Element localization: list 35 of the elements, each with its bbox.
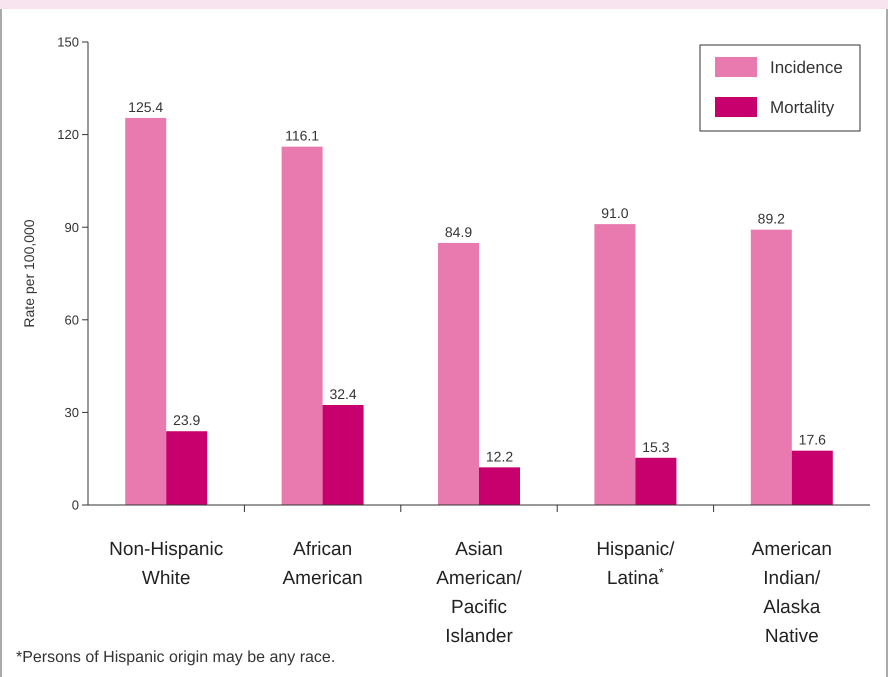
bar: [792, 450, 833, 505]
bar: [594, 224, 636, 505]
bar: [166, 431, 208, 505]
x-tick-label: Hispanic/ Latina$^{*}$: [596, 539, 676, 589]
bar: [322, 404, 364, 505]
x-tick-label: Non-Hispanic White: [109, 539, 224, 589]
data-label: 84.9: [444, 224, 472, 240]
x-tick-label: American Indian/ Alaska Native: [752, 539, 832, 647]
y-tick-label: 90: [64, 220, 79, 235]
x-tick-label: African American: [282, 539, 363, 589]
data-label: 116.1: [285, 128, 320, 144]
data-label: 15.3: [642, 438, 670, 455]
bar: [750, 230, 792, 505]
bar: [479, 467, 520, 505]
y-tick-label: 0: [72, 498, 79, 513]
data-label: 12.2: [486, 448, 514, 464]
bar: [438, 242, 479, 505]
x-tick-label: Asian American/ Pacific Islander: [436, 539, 522, 647]
data-label: 91.0: [601, 205, 629, 222]
data-label: 125.4: [128, 98, 164, 115]
data-label: 32.4: [329, 386, 357, 402]
y-tick-label: 30: [64, 404, 79, 420]
legend-label: Mortality: [770, 98, 835, 117]
legend-label: Incidence: [770, 58, 843, 77]
y-tick-label: 150: [57, 34, 79, 50]
bar: [125, 118, 166, 505]
y-tick-label: 60: [64, 312, 79, 328]
data-label: 89.2: [758, 210, 786, 227]
data-label: 23.9: [173, 412, 201, 428]
y-axis-title: Rate per 100,000: [21, 219, 37, 328]
bar: [282, 146, 323, 505]
data-label: 17.6: [798, 432, 826, 448]
bar: [635, 458, 676, 505]
y-tick-label: 120: [57, 127, 79, 142]
text: *Persons of Hispanic origin may be any race.: [16, 649, 336, 666]
